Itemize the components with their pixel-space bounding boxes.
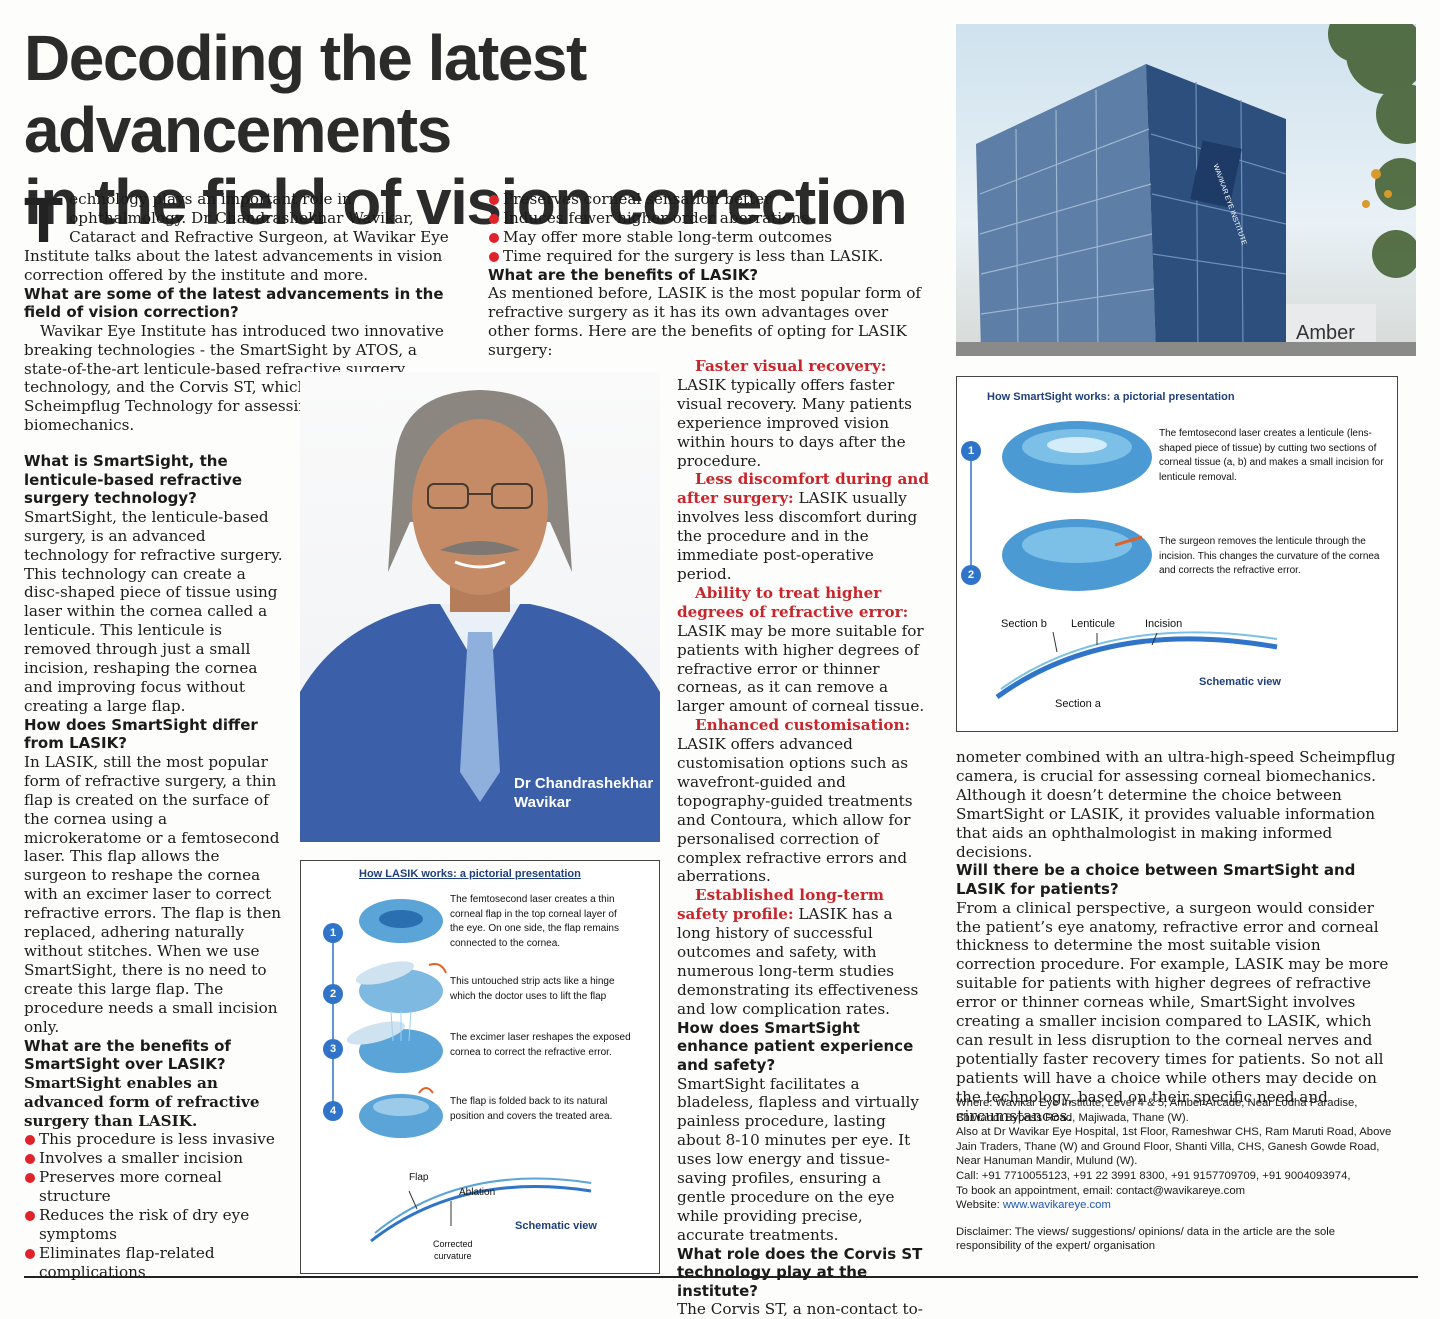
lasik-figure: How LASIK works: a pictorial presentatio… — [300, 860, 660, 1274]
contact-book: To book an appointment, email: contact@w… — [956, 1184, 1246, 1197]
lasik-benefit-5: Established long-term safety profile: LA… — [677, 886, 919, 1018]
portrait-illustration — [300, 390, 660, 842]
answer-corvis-st-start: The Corvis ST, a non-contact to- — [677, 1300, 923, 1319]
question-smartsight-vs-lasik: How does SmartSight differ from LASIK? — [24, 715, 258, 753]
building-sign-amber: Amber — [1296, 322, 1355, 344]
lasik-figure-diagram — [332, 899, 592, 1243]
eye-icon — [359, 899, 443, 943]
building-illustration: WAVIKAR EYE INSTITUTE Amber — [956, 24, 1416, 356]
portrait-caption: Dr Chandrashekhar Wavikar — [514, 775, 654, 811]
schematic-section-b-label: Section b — [1001, 618, 1047, 630]
lasik-step-2-text: This untouched strip acts like a hinge w… — [450, 976, 615, 1002]
lasik-benefit-2: Less discomfort during and after surgery… — [677, 470, 929, 583]
step-number: 1 — [961, 441, 981, 461]
list-item: Reduces the risk of dry eye symptoms — [24, 1206, 286, 1244]
list-item: Involves a smaller incision — [24, 1149, 286, 1168]
list-item: This procedure is less invasive — [24, 1130, 286, 1149]
question-benefits-lasik: What are the benefits of LASIK? — [488, 265, 759, 284]
question-smartsight-experience: How does SmartSight enhance patient expe… — [677, 1018, 914, 1074]
dropcap: T — [24, 184, 64, 256]
column-1-narrow: What is SmartSight, the lenticule-based … — [24, 452, 286, 1282]
contact-where: Where: Wavikar Eye Institute, Level 4 & … — [956, 1097, 1358, 1124]
column-4: nometer combined with an ultra-high-spee… — [956, 748, 1398, 1126]
smartsight-figure: How SmartSight works: a pictorial presen… — [956, 376, 1398, 732]
list-item: Induces fewer higher-order aberrations — [488, 209, 928, 228]
lasik-step-3-text: The excimer laser reshapes the exposed c… — [450, 1032, 631, 1058]
smartsight-step-1-text: The femtosecond laser creates a lenticul… — [1159, 428, 1384, 483]
answer-smartsight-experience: SmartSight facilitates a bladeless, flap… — [677, 1074, 919, 1244]
question-corvis-st: What role does the Corvis ST technology … — [677, 1244, 923, 1300]
building-photo: WAVIKAR EYE INSTITUTE Amber — [956, 24, 1416, 356]
schematic-view-label: Schematic view — [515, 1220, 597, 1232]
answer-smartsight-vs-lasik: In LASIK, still the most popular form of… — [24, 752, 282, 1036]
website-link[interactable]: www.wavikareye.com — [1002, 1199, 1111, 1212]
list-item: May offer more stable long-term outcomes — [488, 228, 928, 247]
question-latest-advancements: What are some of the latest advancements… — [24, 284, 444, 322]
contact-also: Also at Dr Wavikar Eye Hospital, 1st Flo… — [956, 1126, 1392, 1168]
eye-icon — [359, 1087, 443, 1138]
answer-latest-advancements: Wavikar Eye Institute has introduced two… — [24, 321, 444, 435]
smartsight-figure-title: How SmartSight works: a pictorial presen… — [987, 391, 1235, 403]
contact-block: Where: Wavikar Eye Institute, Level 4 & … — [956, 1096, 1396, 1254]
smartsight-benefits-list: This procedure is less invasive Involves… — [24, 1130, 286, 1281]
eye-icon — [346, 1010, 443, 1073]
schematic-lenticule-label: Lenticule — [1071, 618, 1116, 630]
eye-icon — [1002, 519, 1152, 591]
lasik-benefit-3: Ability to treat higher degrees of refra… — [677, 583, 925, 716]
answer-what-is-smartsight: SmartSight, the lenticule-based surgery,… — [24, 507, 283, 715]
list-item: Time required for the surgery is less th… — [488, 247, 928, 266]
headline: Decoding the latest advancements in the … — [24, 22, 964, 238]
schematic-section-a-label: Section a — [1055, 698, 1101, 710]
question-benefits-smartsight: What are the benefits of SmartSight over… — [24, 1036, 231, 1074]
question-what-is-smartsight: What is SmartSight, the lenticule-based … — [24, 452, 243, 508]
step-number: 2 — [961, 565, 981, 585]
smartsight-more-benefits-list: Preserves corneal sensation better Induc… — [488, 190, 928, 266]
list-item: Preserves more corneal structure — [24, 1168, 286, 1206]
lasik-step-4-text: The flap is folded back to its natural p… — [450, 1096, 613, 1122]
lasik-benefit-1: Faster visual recovery: LASIK typically … — [677, 357, 912, 470]
lasik-benefit-4: Enhanced customisation: LASIK offers adv… — [677, 716, 913, 886]
lead-benefits-smartsight: SmartSight enables an advanced form of r… — [24, 1073, 260, 1130]
eye-icon — [355, 961, 447, 1013]
lasik-figure-title: How LASIK works: a pictorial presentatio… — [359, 868, 581, 880]
question-choice-for-patients: Will there be a choice between SmartSigh… — [956, 861, 1356, 899]
column-2-top: Preserves corneal sensation better Induc… — [488, 190, 928, 360]
contact-website: Website: www.wavikareye.com — [956, 1199, 1111, 1212]
eye-icon — [1002, 421, 1152, 493]
smartsight-step-2-text: The surgeon removes the lenticule throug… — [1159, 536, 1380, 576]
headline-line-2: in the field of vision correction — [24, 166, 908, 238]
contact-call: Call: +91 7710055123, +91 22 3991 8300, … — [956, 1169, 1351, 1182]
smartsight-figure-diagram — [970, 421, 1278, 700]
schematic-flap-label: Flap — [409, 1172, 429, 1183]
headline-line-1: Decoding the latest advancements — [24, 22, 587, 166]
answer-corvis-st-continued: nometer combined with an ultra-high-spee… — [956, 748, 1396, 861]
list-item: Preserves corneal sensation better — [488, 190, 928, 209]
lasik-step-1-text: The femtosecond laser creates a thin cor… — [450, 894, 619, 949]
step-number: 3 — [323, 1039, 343, 1059]
schematic-ablation-label: Ablation — [459, 1187, 496, 1198]
step-number: 1 — [323, 923, 343, 943]
schematic-incision-label: Incision — [1145, 618, 1183, 630]
schematic-corrected-label: Corrected curvature — [433, 1239, 473, 1261]
step-number: 4 — [323, 1101, 343, 1121]
portrait-photo: Dr Chandrashekhar Wavikar — [300, 372, 660, 842]
schematic-view-label: Schematic view — [1199, 676, 1281, 688]
step-number: 2 — [323, 984, 343, 1004]
column-3: Faster visual recovery: LASIK typically … — [677, 357, 929, 1319]
disclaimer: Disclaimer: The views/ suggestions/ opin… — [956, 1225, 1336, 1253]
bottom-rule — [24, 1276, 1418, 1278]
answer-choice-for-patients: From a clinical perspective, a surgeon w… — [956, 898, 1389, 1125]
answer-benefits-lasik: As mentioned before, LASIK is the most p… — [488, 284, 922, 359]
